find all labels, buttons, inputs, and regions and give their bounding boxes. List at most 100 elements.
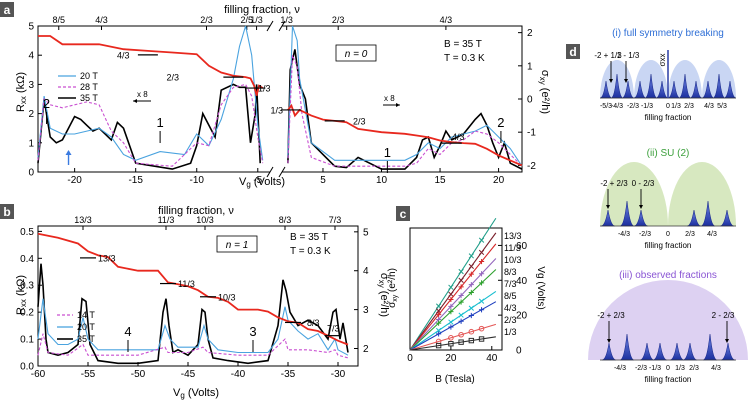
- indicator-arrowhead: [624, 79, 628, 83]
- plateau-label: 7/3: [327, 324, 340, 334]
- panel-c-ylabel-right: Vg (Volts): [535, 266, 546, 309]
- section-title: (iii) observed fractions: [619, 270, 717, 281]
- integer-filling-label: 2: [497, 115, 504, 130]
- panel-c: c 0 20 40 0 20 40 60 13/3 11/3 10/3 8/3 7/3 8/5 4/3 2…: [387, 206, 546, 385]
- integer-filling-label: 2: [43, 96, 50, 111]
- data-point: [448, 335, 454, 341]
- fraction-tick-label: -5/3: [600, 103, 612, 110]
- x-tick-label: 10: [376, 175, 388, 186]
- panel-b-xlabel: Vg (Volts): [173, 387, 219, 400]
- data-point: [468, 312, 474, 319]
- top-tick-label: 1/3: [280, 15, 293, 25]
- panel-a-series: [37, 25, 523, 170]
- y-tick-label-left: 0.0: [20, 362, 34, 373]
- landau-peak: [678, 73, 692, 99]
- plateau-label: 2/3: [166, 73, 179, 83]
- landau-peak: [652, 342, 668, 361]
- data-point: [458, 312, 464, 318]
- landau-peak: [633, 80, 647, 99]
- y-tick-label-right: 2: [363, 344, 369, 355]
- axis-frame: [409, 227, 503, 351]
- top-tick-label: 13/3: [74, 215, 92, 225]
- panel-c-ylabel-left: σxy (e²/h): [387, 268, 399, 308]
- scale-label-left: x 8: [137, 90, 148, 99]
- panel-b: b filling fraction, ν -60 -55 -50 -45 -40 -35…: [0, 204, 390, 400]
- landau-peak: [720, 342, 736, 361]
- data-point: [478, 280, 485, 286]
- data-point: [448, 324, 454, 330]
- data-point: [468, 305, 474, 311]
- panel-b-letter: b: [3, 205, 10, 219]
- series-label: 8/3: [504, 267, 517, 277]
- data-point: [458, 277, 464, 283]
- panel-c-axes: 0 20 40 0 20 40 60: [407, 227, 528, 364]
- y-tick-label-right: 2: [527, 28, 533, 39]
- data-point: [448, 284, 454, 290]
- data-point: [436, 331, 442, 337]
- data-point: [468, 289, 474, 296]
- panel-d-badge: [566, 44, 580, 59]
- section-3: (iii) observed fractions -4/3 -2/3 -1/3 0 1/3…: [588, 270, 748, 384]
- x-tick-label: -45: [181, 369, 196, 380]
- fraction-tick-label: 5/3: [717, 103, 727, 110]
- arrow-label: -2 + 2/3: [600, 179, 628, 188]
- data-point: [448, 291, 454, 297]
- x-tick-label: 20: [493, 175, 505, 186]
- series-label: 1/3: [504, 327, 517, 337]
- x-tick-label: 5: [320, 175, 326, 186]
- y-tick-label-left: 1: [28, 138, 34, 149]
- plateau-label: 8/3: [307, 318, 320, 328]
- landau-peak: [601, 342, 617, 361]
- data-point: [478, 307, 485, 313]
- indicator-arrowhead: [609, 79, 613, 83]
- y-tick-label-left: 0: [28, 168, 34, 179]
- data-point: [436, 312, 442, 318]
- fit-line-10-3: [409, 243, 497, 351]
- series-line--xy-35-t: [287, 103, 523, 167]
- fraction-tick-label: 4/3: [711, 365, 721, 372]
- data-point: [435, 342, 442, 349]
- x-tick-label: -50: [131, 369, 146, 380]
- x-tick-label: -10: [190, 175, 205, 186]
- data-point: [468, 271, 474, 277]
- top-tick-label: 1/3: [250, 15, 263, 25]
- series-line-35-t: [37, 83, 261, 170]
- data-point: [448, 319, 454, 325]
- fraction-tick-label: -2/3: [627, 103, 639, 110]
- feature-arrowhead: [65, 150, 72, 155]
- legend-label-35t: 35 T: [80, 93, 98, 103]
- y-tick-label-left: 2: [28, 109, 34, 120]
- section-xlabel: filling fraction: [645, 375, 692, 384]
- landau-peak: [700, 200, 716, 227]
- landau-peak: [686, 209, 702, 227]
- y-tick-label-left: 4: [28, 51, 34, 62]
- arrow-label: 0 - 2/3: [632, 179, 655, 188]
- panel-b-annotations: 13/3 11/3 10/3 8/3 7/3 4 3: [80, 253, 341, 352]
- data-point: [478, 271, 485, 277]
- fraction-tick-label: -1/3: [649, 365, 661, 372]
- series-label: 2/3: [504, 315, 517, 325]
- data-point: [436, 320, 442, 326]
- x-tick-label: 0: [407, 353, 413, 364]
- data-point: [478, 237, 485, 243]
- landau-peak: [669, 342, 685, 361]
- panel-a-badge: [0, 2, 14, 17]
- y-tick-label-left: 5: [28, 22, 34, 33]
- axis-break-mark: [266, 166, 274, 178]
- density-peaks: [599, 73, 737, 99]
- series-label: 7/3: [504, 279, 517, 289]
- series-line-20-t: [37, 298, 349, 356]
- series-line-20-t: [287, 25, 523, 167]
- x-tick-label: -5: [253, 175, 262, 186]
- panel-c-series: 13/3 11/3 10/3 8/3 7/3 8/5 4/3 2/3 1/3: [409, 217, 522, 351]
- landau-peak: [712, 73, 726, 99]
- panel-a-ylabel-left: Rxx (kΩ): [15, 72, 28, 112]
- y-tick-label-right: 40: [516, 276, 528, 287]
- fraction-tick-label: 1/3: [671, 103, 681, 110]
- x-tick-label: -60: [31, 369, 46, 380]
- x-tick-label: -20: [67, 175, 82, 186]
- fraction-tick-label: -1/3: [641, 103, 653, 110]
- x-tick-label: -55: [81, 369, 96, 380]
- y-tick-label-left: 0.3: [20, 281, 34, 292]
- fraction-tick-label: -2/3: [639, 231, 651, 238]
